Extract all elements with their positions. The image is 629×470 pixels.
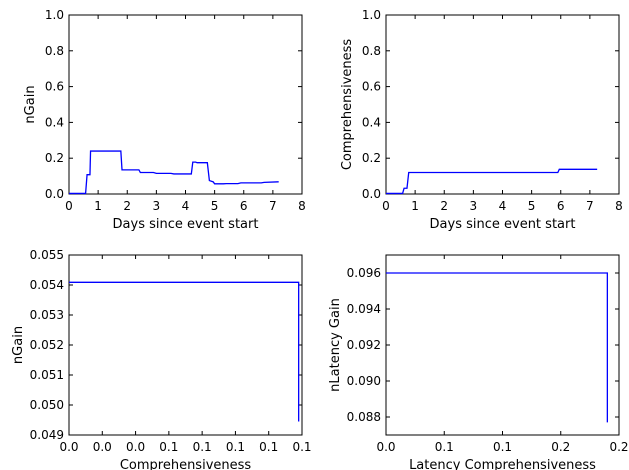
panel-2: 0 1 2 3 4 5 6 7 8 0.0 0.2 0.4 0.6 0.8 1.0 Days since e… xyxy=(340,8,623,232)
y-tick-label: 0.050 xyxy=(30,398,64,412)
y-tick-label: 1.0 xyxy=(45,8,64,22)
panel-2-y-axis-label: Comprehensiveness xyxy=(340,39,355,171)
x-tick-label: 7 xyxy=(269,199,277,213)
panel-2-frame xyxy=(385,14,620,195)
y-tick-label: 0.2 xyxy=(45,151,64,165)
panel-1: 0 1 2 3 4 5 6 7 8 0.0 0.2 0.4 0.6 0.8 1.0 Days since e… xyxy=(23,8,306,232)
y-tick-label: 0.2 xyxy=(362,151,381,165)
y-tick-label: 0.8 xyxy=(362,44,381,58)
y-tick-label: 0.051 xyxy=(30,368,64,382)
x-tick-label: 4 xyxy=(182,199,190,213)
x-tick-label: 2 xyxy=(123,199,131,213)
series-line xyxy=(386,272,608,423)
y-tick-label: 0.090 xyxy=(347,374,381,388)
x-tick-label: 8 xyxy=(615,199,623,213)
panel-4: 0.0 0.1 0.1 0.2 0.2 0.088 0.090 0.092 0.094 0.096… xyxy=(328,254,629,470)
y-tick-label: 0.096 xyxy=(347,266,381,280)
y-tick-label: 0.8 xyxy=(45,44,64,58)
x-tick-label: 7 xyxy=(586,199,594,213)
y-tick-label: 0.6 xyxy=(45,80,64,94)
y-tick-label: 0.088 xyxy=(347,410,381,424)
y-tick-label: 0.054 xyxy=(30,278,64,292)
panel-2-plot-area: 0 1 2 3 4 5 6 7 8 0.0 0.2 0.4 0.6 0.8 1.0 xyxy=(362,8,623,213)
x-tick-label: 0.1 xyxy=(435,440,454,454)
x-tick-label: 5 xyxy=(528,199,536,213)
x-tick-label: 3 xyxy=(470,199,478,213)
x-tick-label: 6 xyxy=(240,199,248,213)
y-tick-label: 0.094 xyxy=(347,302,381,316)
y-tick-label: 0.0 xyxy=(362,187,381,201)
panel-1-y-axis-label: nGain xyxy=(23,85,38,123)
y-tick-label: 0.055 xyxy=(30,248,64,262)
y-tick-label: 0.6 xyxy=(362,80,381,94)
x-tick-label: 0.1 xyxy=(159,440,178,454)
panel-3-plot-area: 0.0 0.0 0.0 0.1 0.1 0.1 0.1 0.1 0.049 0.050 0.051 0… xyxy=(30,248,312,454)
x-tick-label: 0.2 xyxy=(551,440,570,454)
y-tick-label: 0.049 xyxy=(30,428,64,442)
panel-4-frame xyxy=(385,254,620,436)
series-line xyxy=(386,168,598,195)
panel-3-x-axis-label: Comprehensiveness xyxy=(120,458,252,470)
x-tick-label: 0.2 xyxy=(609,440,628,454)
x-tick-label: 4 xyxy=(499,199,507,213)
panel-1-plot-area: 0 1 2 3 4 5 6 7 8 0.0 0.2 0.4 0.6 0.8 1.0 xyxy=(45,8,306,213)
x-tick-label: 1 xyxy=(94,199,102,213)
x-tick-label: 3 xyxy=(153,199,161,213)
panel-2-x-axis-label: Days since event start xyxy=(430,217,576,232)
x-tick-label: 5 xyxy=(211,199,219,213)
x-tick-label: 0.1 xyxy=(193,440,212,454)
x-tick-label: 0 xyxy=(65,199,73,213)
y-tick-label: 0.4 xyxy=(362,115,381,129)
y-tick-label: 1.0 xyxy=(362,8,381,22)
x-tick-label: 0.1 xyxy=(259,440,278,454)
x-tick-label: 0.0 xyxy=(376,440,395,454)
x-tick-label: 8 xyxy=(298,199,306,213)
y-tick-label: 0.053 xyxy=(30,308,64,322)
panel-3-y-axis-label: nGain xyxy=(11,326,26,364)
x-tick-label: 0.0 xyxy=(59,440,78,454)
panel-4-plot-area: 0.0 0.1 0.1 0.2 0.2 0.088 0.090 0.092 0.094 0.096 xyxy=(347,254,629,454)
y-tick-label: 0.4 xyxy=(45,115,64,129)
panel-4-x-axis-label: Latency Comprehensiveness xyxy=(409,458,596,470)
y-tick-label: 0.0 xyxy=(45,187,64,201)
y-tick-label: 0.052 xyxy=(30,338,64,352)
x-tick-label: 0.1 xyxy=(493,440,512,454)
panel-1-x-axis-label: Days since event start xyxy=(113,217,259,232)
x-tick-label: 2 xyxy=(440,199,448,213)
y-tick-label: 0.092 xyxy=(347,338,381,352)
x-tick-label: 1 xyxy=(411,199,419,213)
x-tick-label: 0 xyxy=(382,199,390,213)
x-tick-label: 0.0 xyxy=(126,440,145,454)
panel-4-y-axis-label: nLatency Gain xyxy=(328,298,343,392)
series-line xyxy=(69,281,300,422)
x-tick-label: 6 xyxy=(557,199,565,213)
panel-1-frame xyxy=(68,14,303,195)
x-tick-label: 0.0 xyxy=(93,440,112,454)
x-tick-label: 0.1 xyxy=(292,440,311,454)
panel-3: 0.0 0.0 0.0 0.1 0.1 0.1 0.1 0.1 0.049 0.050 0.051 0… xyxy=(11,248,312,470)
series-line xyxy=(69,150,279,195)
x-tick-label: 0.1 xyxy=(226,440,245,454)
